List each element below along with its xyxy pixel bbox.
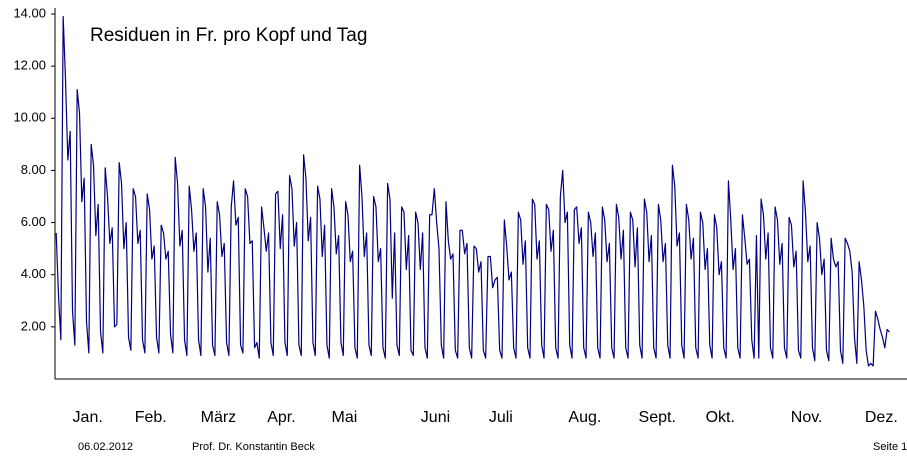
x-tick-label: Juli bbox=[489, 409, 513, 426]
x-tick-label: Okt. bbox=[706, 409, 735, 426]
y-tick-label: 6.00 bbox=[21, 214, 46, 229]
chart-title: Residuen in Fr. pro Kopf und Tag bbox=[90, 25, 367, 46]
y-tick-label: 14.00 bbox=[13, 5, 46, 20]
x-tick-label: Apr. bbox=[267, 409, 295, 426]
y-tick-label: 10.00 bbox=[13, 110, 46, 125]
footer-page: Seite 1 bbox=[873, 441, 907, 453]
x-tick-label: Feb. bbox=[135, 409, 167, 426]
series-line bbox=[55, 16, 890, 367]
footer-date: 06.02.2012 bbox=[78, 441, 133, 453]
x-tick-label: Mai bbox=[332, 409, 358, 426]
y-tick-label: 8.00 bbox=[21, 162, 46, 177]
y-tick-label: 2.00 bbox=[21, 318, 46, 333]
y-tick-label: 4.00 bbox=[21, 266, 46, 281]
x-tick-label: Juni bbox=[421, 409, 450, 426]
x-tick-label: Nov. bbox=[791, 409, 823, 426]
y-tick-label: 12.00 bbox=[13, 58, 46, 73]
footer-author: Prof. Dr. Konstantin Beck bbox=[192, 441, 315, 453]
x-tick-label: März bbox=[201, 409, 237, 426]
x-tick-label: Sept. bbox=[639, 409, 676, 426]
x-tick-label: Dez. bbox=[865, 409, 898, 426]
x-tick-label: Aug. bbox=[568, 409, 601, 426]
x-tick-label: Jan. bbox=[73, 409, 103, 426]
